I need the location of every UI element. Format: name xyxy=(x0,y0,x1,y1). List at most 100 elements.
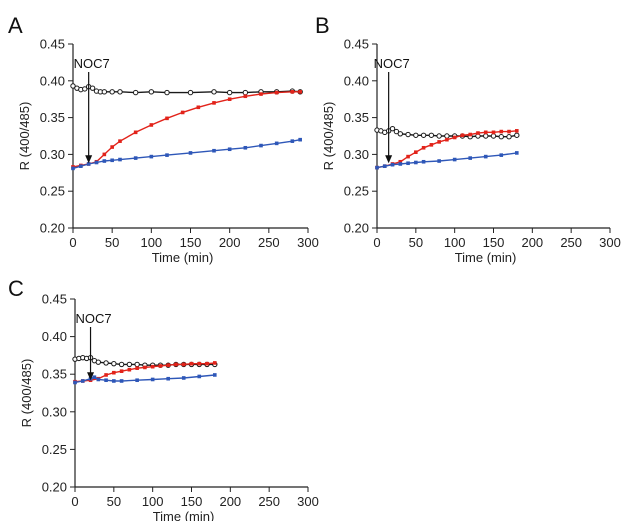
data-point xyxy=(165,116,169,121)
data-point xyxy=(226,89,233,96)
x-tick-label: 100 xyxy=(140,235,162,250)
data-point xyxy=(227,147,232,152)
y-axis-title: R (400/485) xyxy=(321,102,336,171)
x-tick-label: 0 xyxy=(71,494,78,509)
data-point xyxy=(158,364,163,368)
data-point xyxy=(71,166,75,171)
data-point xyxy=(405,131,411,138)
data-point xyxy=(165,153,169,157)
y-tick-label: 0.45 xyxy=(42,292,67,307)
data-point xyxy=(490,133,497,139)
data-point xyxy=(274,141,279,146)
data-point xyxy=(119,369,124,373)
data-point xyxy=(166,376,170,381)
data-point xyxy=(104,378,108,383)
data-point xyxy=(164,89,170,96)
data-point xyxy=(290,90,295,94)
data-point xyxy=(483,133,489,139)
data-point xyxy=(445,137,449,142)
data-point xyxy=(460,133,465,138)
data-point xyxy=(73,380,77,385)
data-point xyxy=(181,376,186,380)
series-line xyxy=(72,139,301,170)
data-point xyxy=(375,165,379,170)
data-point xyxy=(112,379,116,383)
data-point xyxy=(135,366,139,370)
data-point xyxy=(132,89,139,96)
data-point xyxy=(174,362,178,367)
y-tick-label: 0.35 xyxy=(40,110,65,125)
data-point xyxy=(149,154,154,159)
x-tick-label: 50 xyxy=(105,235,119,250)
data-point xyxy=(444,133,450,139)
data-point xyxy=(189,361,194,366)
data-point xyxy=(213,373,217,377)
data-point xyxy=(112,370,116,375)
data-point xyxy=(421,159,426,164)
x-tick-label: 50 xyxy=(107,494,121,509)
data-point xyxy=(197,374,202,379)
x-tick-label: 100 xyxy=(444,235,466,250)
data-point xyxy=(452,135,457,140)
y-axis-title: R (400/485) xyxy=(19,359,34,428)
x-tick-label: 0 xyxy=(373,235,380,250)
data-point xyxy=(421,145,426,150)
data-point xyxy=(111,360,117,367)
y-tick-label: 0.30 xyxy=(42,404,67,419)
series-line xyxy=(72,85,301,94)
data-point xyxy=(212,101,216,105)
y-axis-title: R (400/485) xyxy=(17,102,32,171)
data-point xyxy=(109,89,115,95)
y-tick-label: 0.20 xyxy=(40,221,65,236)
y-tick-label: 0.20 xyxy=(344,221,369,236)
data-point xyxy=(213,361,217,365)
data-point xyxy=(452,157,457,162)
data-point xyxy=(242,89,249,96)
noc7-arrow-head xyxy=(85,155,93,164)
data-point xyxy=(274,90,279,95)
data-point xyxy=(117,89,123,95)
data-point xyxy=(133,130,138,135)
noc7-label: NOC7 xyxy=(76,311,112,326)
data-point xyxy=(414,160,418,165)
data-point xyxy=(133,156,138,160)
data-point xyxy=(102,152,107,157)
series-line xyxy=(72,91,301,168)
data-point xyxy=(188,151,193,155)
x-tick-label: 200 xyxy=(521,235,543,250)
panel-letter: B xyxy=(315,13,330,38)
data-point xyxy=(491,130,496,135)
x-axis-title: Time (min) xyxy=(152,250,214,265)
x-tick-label: 150 xyxy=(483,235,505,250)
data-point xyxy=(134,361,140,368)
data-point xyxy=(507,129,511,134)
noc7-arrow-head xyxy=(87,372,95,381)
data-point xyxy=(515,151,519,155)
y-tick-label: 0.25 xyxy=(42,442,67,457)
data-point xyxy=(149,123,154,127)
x-tick-label: 150 xyxy=(181,494,203,509)
data-point xyxy=(197,361,202,366)
data-point xyxy=(110,158,114,163)
y-tick-label: 0.25 xyxy=(344,184,369,199)
data-point xyxy=(103,360,109,366)
y-tick-label: 0.30 xyxy=(344,147,369,162)
data-point xyxy=(515,129,519,133)
data-point xyxy=(483,154,488,159)
data-point xyxy=(101,89,108,95)
series-line xyxy=(376,152,517,169)
data-point xyxy=(94,160,99,165)
data-point xyxy=(390,162,395,167)
data-point xyxy=(70,83,76,89)
data-point xyxy=(506,134,512,140)
data-point xyxy=(86,162,91,166)
x-tick-label: 300 xyxy=(297,235,319,250)
data-point xyxy=(406,154,410,159)
data-point xyxy=(243,94,248,99)
data-point xyxy=(398,162,403,166)
data-point xyxy=(187,89,194,96)
panel-letter: A xyxy=(8,13,23,38)
y-tick-label: 0.20 xyxy=(42,480,67,495)
data-point xyxy=(96,377,101,382)
